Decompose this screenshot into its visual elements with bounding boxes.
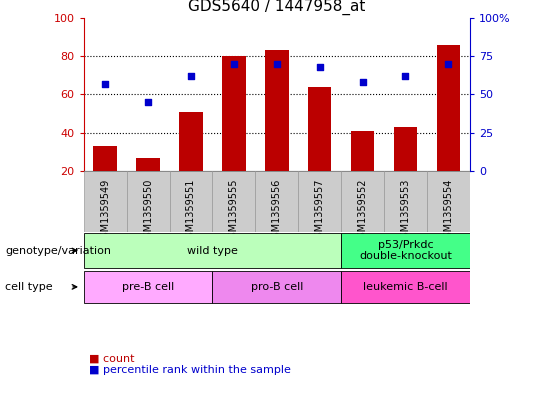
Point	[401, 73, 410, 79]
Bar	[170, 171, 212, 232]
Bar	[351, 131, 374, 171]
Point	[315, 64, 324, 70]
Text: p53/Prkdc
double-knockout: p53/Prkdc double-knockout	[359, 240, 452, 261]
Bar	[341, 171, 384, 232]
Text: GSM1359555: GSM1359555	[229, 178, 239, 244]
Text: genotype/variation: genotype/variation	[5, 246, 111, 255]
Text: wild type: wild type	[187, 246, 238, 255]
Bar	[255, 171, 298, 232]
Text: GSM1359557: GSM1359557	[315, 178, 325, 244]
Text: GSM1359553: GSM1359553	[401, 178, 410, 244]
Text: GSM1359550: GSM1359550	[143, 178, 153, 244]
Bar	[212, 171, 255, 232]
Point	[273, 61, 281, 67]
Bar	[84, 271, 212, 303]
Bar	[341, 271, 470, 303]
Text: cell type: cell type	[5, 282, 53, 292]
Bar	[298, 171, 341, 232]
Bar	[212, 271, 341, 303]
Bar	[126, 171, 170, 232]
Bar	[84, 233, 341, 268]
Bar	[84, 171, 126, 232]
Bar	[179, 112, 202, 171]
Text: pre-B cell: pre-B cell	[122, 282, 174, 292]
Bar	[436, 44, 460, 171]
Point	[230, 61, 238, 67]
Bar	[427, 171, 470, 232]
Text: GSM1359551: GSM1359551	[186, 178, 196, 244]
Bar	[394, 127, 417, 171]
Bar	[222, 56, 246, 171]
Text: GSM1359554: GSM1359554	[443, 178, 454, 244]
Point	[187, 73, 195, 79]
Text: pro-B cell: pro-B cell	[251, 282, 303, 292]
Point	[101, 81, 110, 87]
Text: GSM1359552: GSM1359552	[357, 178, 368, 244]
Text: ■ percentile rank within the sample: ■ percentile rank within the sample	[89, 365, 291, 375]
Text: leukemic B-cell: leukemic B-cell	[363, 282, 448, 292]
Bar	[265, 50, 288, 171]
Point	[144, 99, 152, 105]
Title: GDS5640 / 1447958_at: GDS5640 / 1447958_at	[188, 0, 366, 15]
Text: GSM1359556: GSM1359556	[272, 178, 282, 244]
Bar	[308, 86, 332, 171]
Bar	[93, 146, 117, 171]
Bar	[384, 171, 427, 232]
Point	[444, 61, 453, 67]
Text: GSM1359549: GSM1359549	[100, 178, 110, 244]
Bar	[136, 158, 160, 171]
Point	[358, 79, 367, 85]
Text: ■ count: ■ count	[89, 353, 134, 364]
Bar	[341, 233, 470, 268]
